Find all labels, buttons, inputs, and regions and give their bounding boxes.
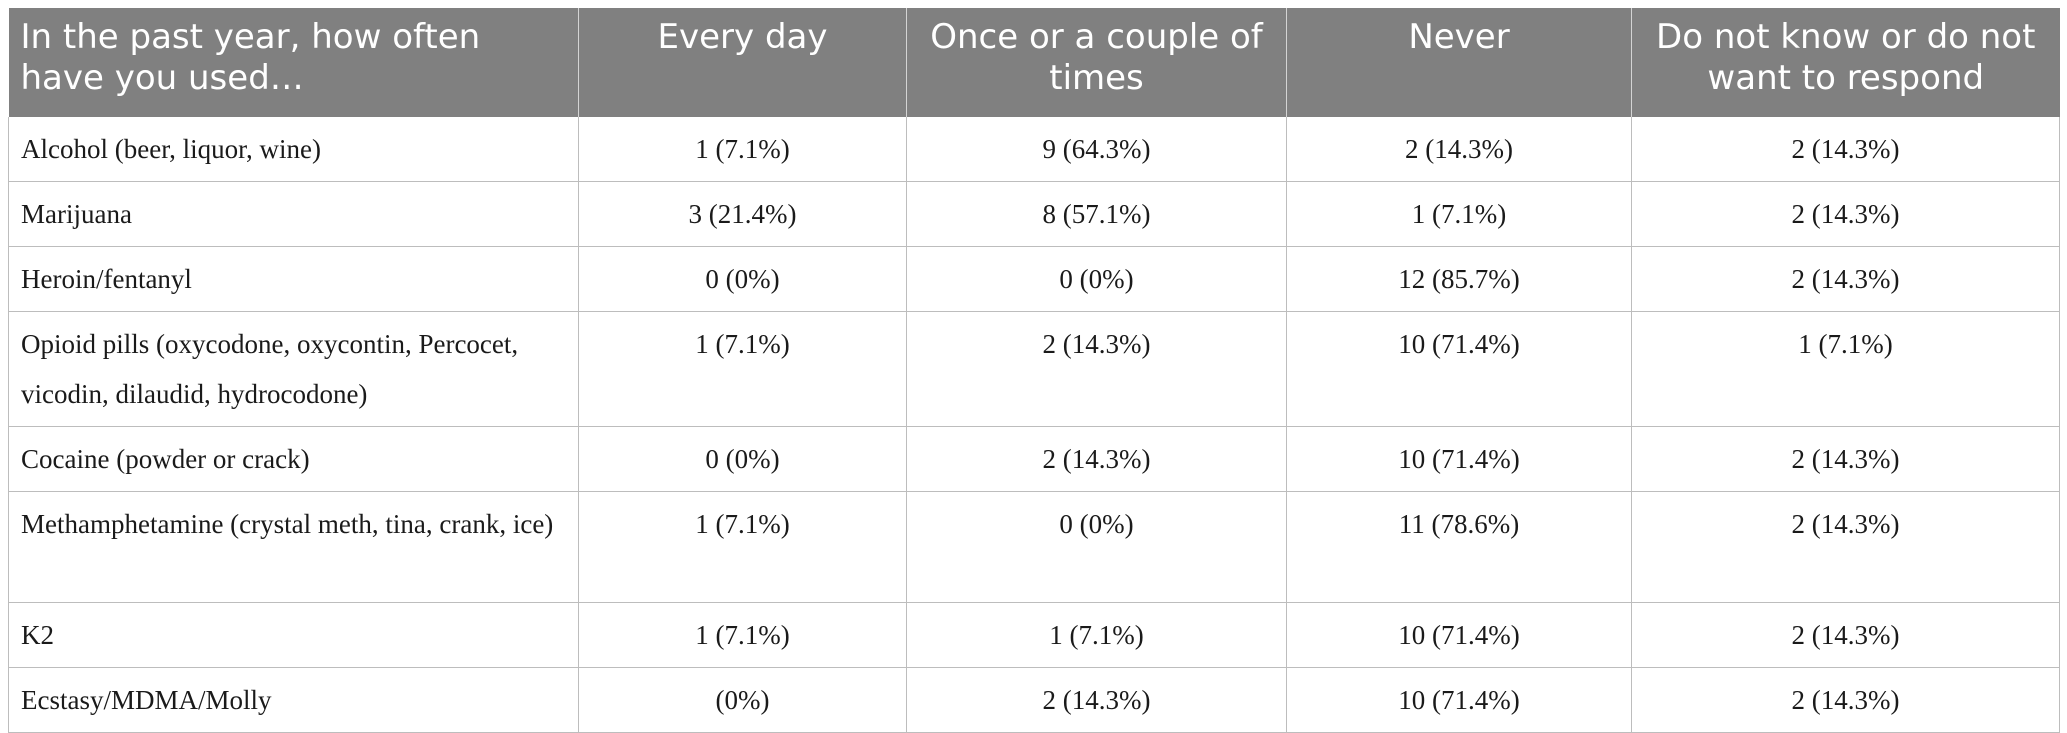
cell-substance: Heroin/fentanyl <box>8 246 579 312</box>
cell-substance: Methamphetamine (crystal meth, tina, cra… <box>8 491 579 603</box>
header-no-response: Do not know or do not want to respond <box>1631 8 2060 117</box>
cell-once-or-couple: 2 (14.3%) <box>906 426 1287 492</box>
cell-never: 10 (71.4%) <box>1286 667 1632 733</box>
cell-substance: Cocaine (powder or crack) <box>8 426 579 492</box>
cell-substance: Alcohol (beer, liquor, wine) <box>8 117 579 182</box>
cell-no-response: 2 (14.3%) <box>1631 426 2060 492</box>
cell-every-day: 3 (21.4%) <box>578 181 907 247</box>
cell-once-or-couple: 0 (0%) <box>906 491 1287 603</box>
cell-never: 2 (14.3%) <box>1286 117 1632 182</box>
table-header: In the past year, how often have you use… <box>8 8 2060 117</box>
table-row: Heroin/fentanyl 0 (0%) 0 (0%) 12 (85.7%)… <box>8 246 2060 312</box>
cell-no-response: 2 (14.3%) <box>1631 602 2060 668</box>
cell-every-day: 1 (7.1%) <box>578 117 907 182</box>
cell-substance: K2 <box>8 602 579 668</box>
cell-every-day: 1 (7.1%) <box>578 311 907 427</box>
table-row: K2 1 (7.1%) 1 (7.1%) 10 (71.4%) 2 (14.3%… <box>8 602 2060 668</box>
cell-never: 10 (71.4%) <box>1286 602 1632 668</box>
cell-once-or-couple: 9 (64.3%) <box>906 117 1287 182</box>
table-row: Ecstasy/MDMA/Molly (0%) 2 (14.3%) 10 (71… <box>8 667 2060 733</box>
header-row: In the past year, how often have you use… <box>8 8 2060 117</box>
cell-once-or-couple: 0 (0%) <box>906 246 1287 312</box>
cell-no-response: 2 (14.3%) <box>1631 246 2060 312</box>
table-row: Methamphetamine (crystal meth, tina, cra… <box>8 491 2060 603</box>
cell-every-day: 0 (0%) <box>578 426 907 492</box>
header-once-or-couple: Once or a couple of times <box>906 8 1287 117</box>
cell-no-response: 2 (14.3%) <box>1631 491 2060 603</box>
cell-never: 12 (85.7%) <box>1286 246 1632 312</box>
cell-never: 1 (7.1%) <box>1286 181 1632 247</box>
cell-never: 10 (71.4%) <box>1286 426 1632 492</box>
cell-no-response: 1 (7.1%) <box>1631 311 2060 427</box>
cell-every-day: (0%) <box>578 667 907 733</box>
cell-never: 10 (71.4%) <box>1286 311 1632 427</box>
cell-no-response: 2 (14.3%) <box>1631 667 2060 733</box>
table-row: Alcohol (beer, liquor, wine) 1 (7.1%) 9 … <box>8 117 2060 182</box>
table-row: Opioid pills (oxycodone, oxycontin, Perc… <box>8 311 2060 427</box>
cell-every-day: 1 (7.1%) <box>578 602 907 668</box>
header-every-day: Every day <box>578 8 907 117</box>
cell-never: 11 (78.6%) <box>1286 491 1632 603</box>
cell-substance: Marijuana <box>8 181 579 247</box>
substance-use-table: In the past year, how often have you use… <box>8 8 2060 733</box>
table-row: Cocaine (powder or crack) 0 (0%) 2 (14.3… <box>8 426 2060 492</box>
cell-every-day: 0 (0%) <box>578 246 907 312</box>
cell-substance: Ecstasy/MDMA/Molly <box>8 667 579 733</box>
table-body: Alcohol (beer, liquor, wine) 1 (7.1%) 9 … <box>8 117 2060 733</box>
cell-once-or-couple: 2 (14.3%) <box>906 667 1287 733</box>
cell-once-or-couple: 8 (57.1%) <box>906 181 1287 247</box>
cell-no-response: 2 (14.3%) <box>1631 117 2060 182</box>
cell-no-response: 2 (14.3%) <box>1631 181 2060 247</box>
header-question: In the past year, how often have you use… <box>8 8 579 117</box>
table-row: Marijuana 3 (21.4%) 8 (57.1%) 1 (7.1%) 2… <box>8 181 2060 247</box>
header-never: Never <box>1286 8 1632 117</box>
cell-substance: Opioid pills (oxycodone, oxycontin, Perc… <box>8 311 579 427</box>
cell-once-or-couple: 2 (14.3%) <box>906 311 1287 427</box>
cell-once-or-couple: 1 (7.1%) <box>906 602 1287 668</box>
cell-every-day: 1 (7.1%) <box>578 491 907 603</box>
